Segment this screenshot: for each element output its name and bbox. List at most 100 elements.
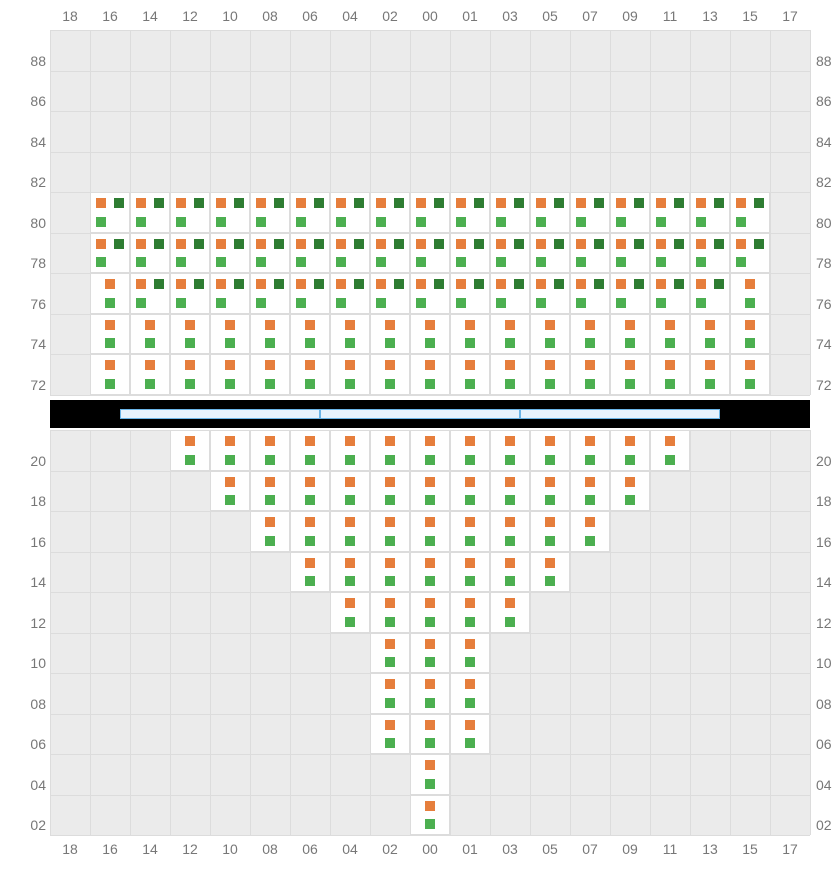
seat-dot <box>465 698 475 708</box>
seat-dot <box>594 198 604 208</box>
seat-dot <box>345 598 355 608</box>
seat-dot <box>505 517 515 527</box>
seat-dot <box>185 320 195 330</box>
seat-dot <box>625 360 635 370</box>
seat-dot <box>336 257 346 267</box>
seat-dot <box>296 279 306 289</box>
seat-dot <box>456 198 466 208</box>
seat-dot <box>265 379 275 389</box>
seat-dot <box>665 436 675 446</box>
seat-dot <box>625 436 635 446</box>
seat-dot <box>176 198 186 208</box>
seat-dot <box>234 239 244 249</box>
seat-dot <box>385 598 395 608</box>
seat-dot <box>545 495 555 505</box>
seat-dot <box>265 360 275 370</box>
seat-dot <box>345 536 355 546</box>
seat-dot <box>394 198 404 208</box>
seat-dot <box>345 379 355 389</box>
seat-dot <box>345 617 355 627</box>
seat-dot <box>354 198 364 208</box>
seat-dot <box>474 279 484 289</box>
seat-dot <box>705 379 715 389</box>
seat-dot <box>345 320 355 330</box>
seat-dot <box>505 455 515 465</box>
seat-dot <box>176 239 186 249</box>
seat-dot <box>465 598 475 608</box>
row-label-left: 16 <box>18 534 46 550</box>
seat-dot <box>385 576 395 586</box>
col-label-top: 09 <box>610 8 650 24</box>
seat-dot <box>185 455 195 465</box>
seat-dot <box>425 679 435 689</box>
row-label-right: 78 <box>816 255 840 271</box>
seat-dot <box>305 338 315 348</box>
row-label-left: 76 <box>18 296 46 312</box>
seat-dot <box>545 558 555 568</box>
seat-dot <box>594 279 604 289</box>
seat-dot <box>465 477 475 487</box>
seat-dot <box>314 279 324 289</box>
seat-dot <box>305 558 315 568</box>
seat-dot <box>136 279 146 289</box>
seat-dot <box>505 320 515 330</box>
seat-dot <box>225 338 235 348</box>
seat-dot <box>265 517 275 527</box>
seat-dot <box>696 279 706 289</box>
seat-dot <box>105 320 115 330</box>
seat-dot <box>385 455 395 465</box>
seat-dot <box>296 257 306 267</box>
seat-dot <box>385 720 395 730</box>
seat-dot <box>625 320 635 330</box>
seat-dot <box>425 639 435 649</box>
seat-dot <box>425 558 435 568</box>
seat-dot <box>465 495 475 505</box>
seat-dot <box>456 298 466 308</box>
col-label-top: 02 <box>370 8 410 24</box>
seat-dot <box>274 279 284 289</box>
row-label-right: 72 <box>816 377 840 393</box>
seat-dot <box>305 320 315 330</box>
seat-dot <box>585 455 595 465</box>
seat-dot <box>425 720 435 730</box>
seat-dot <box>505 558 515 568</box>
col-label-top: 06 <box>290 8 330 24</box>
seat-dot <box>576 217 586 227</box>
seat-dot <box>536 298 546 308</box>
seat-dot <box>385 679 395 689</box>
seat-dot <box>305 495 315 505</box>
seat-dot <box>376 198 386 208</box>
seat-dot <box>616 198 626 208</box>
seat-dot <box>496 279 506 289</box>
seat-dot <box>745 360 755 370</box>
seat-dot <box>136 298 146 308</box>
seat-dot <box>514 198 524 208</box>
seat-dot <box>625 338 635 348</box>
col-label-bottom: 02 <box>370 841 410 857</box>
seat-dot <box>545 455 555 465</box>
seat-dot <box>634 198 644 208</box>
seat-dot <box>416 198 426 208</box>
seat-dot <box>585 477 595 487</box>
seat-dot <box>305 360 315 370</box>
seat-dot <box>625 379 635 389</box>
seat-dot <box>656 298 666 308</box>
seat-dot <box>745 298 755 308</box>
seat-dot <box>96 239 106 249</box>
seat-dot <box>425 338 435 348</box>
seat-dot <box>576 298 586 308</box>
seat-dot <box>496 239 506 249</box>
col-label-top: 17 <box>770 8 810 24</box>
col-label-bottom: 09 <box>610 841 650 857</box>
seat-dot <box>416 257 426 267</box>
seat-dot <box>154 239 164 249</box>
seat-dot <box>305 455 315 465</box>
col-label-top: 13 <box>690 8 730 24</box>
seat-dot <box>545 360 555 370</box>
col-label-top: 10 <box>210 8 250 24</box>
seat-dot <box>745 320 755 330</box>
seat-dot <box>136 257 146 267</box>
seat-dot <box>425 536 435 546</box>
seat-dot <box>656 198 666 208</box>
col-label-bottom: 06 <box>290 841 330 857</box>
